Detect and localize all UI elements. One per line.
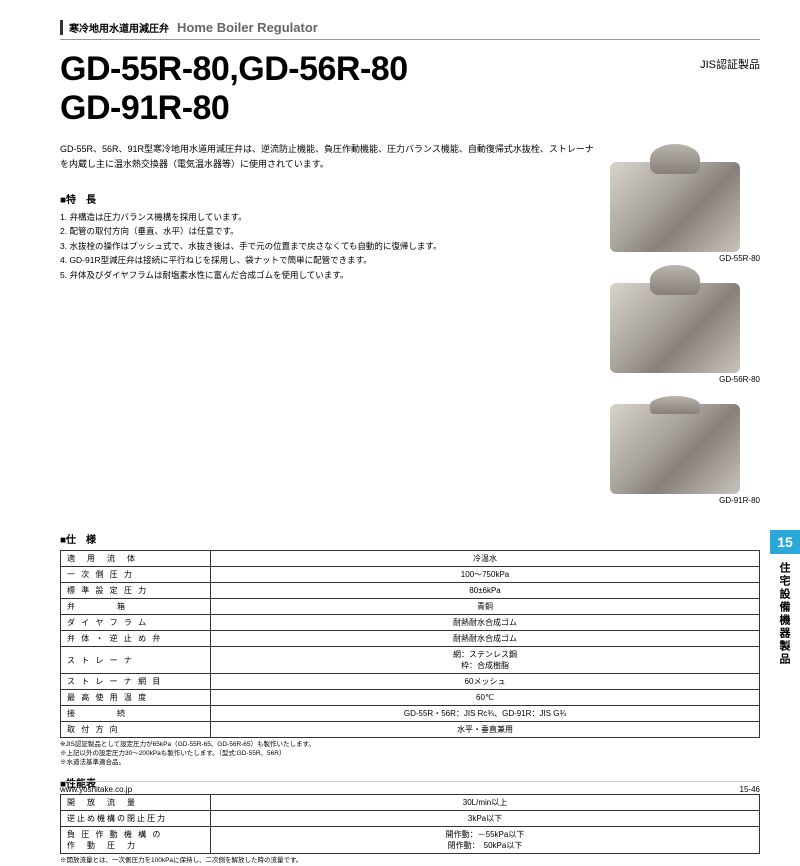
- table-row: 一 次 側 圧 力100～750kPa: [61, 567, 760, 583]
- product-label: GD-55R-80: [610, 254, 760, 263]
- spec-label: 最 高 使 用 温 度: [61, 690, 211, 706]
- spec-label: 標 準 設 定 圧 力: [61, 583, 211, 599]
- spec-notes: ※JIS認証製品として設定圧力が65kPa（GD-55R-65、GD-56R-6…: [60, 740, 760, 767]
- spec-label: 適 用 流 体: [61, 551, 211, 567]
- product-image: [610, 404, 740, 494]
- spec-label: 開 放 流 量: [61, 795, 211, 811]
- spec-value: 60メッシュ: [211, 674, 760, 690]
- category-en: Home Boiler Regulator: [177, 20, 318, 35]
- spec-table: 適 用 流 体冷温水一 次 側 圧 力100～750kPa標 準 設 定 圧 力…: [60, 550, 760, 738]
- table-row: 開 放 流 量30L/min以上: [61, 795, 760, 811]
- list-item: 5. 弁体及びダイヤフラムは耐塩素水性に富んだ合成ゴムを使用しています。: [60, 268, 598, 282]
- tab-number: 15: [770, 530, 800, 554]
- spec-heading: ■仕 様: [60, 531, 760, 546]
- intro-text: GD-55R、56R、91R型寒冷地用水道用減圧弁は、逆流防止機能、負圧作動機能…: [60, 142, 598, 173]
- side-tab: 15 住宅設備機器製品: [770, 530, 800, 674]
- table-row: 適 用 流 体冷温水: [61, 551, 760, 567]
- table-row: 負 圧 作 動 機 構 の作 動 圧 力開作動：－55kPa以下閉作動： 50k…: [61, 827, 760, 854]
- spec-value: 網：ステンレス鋼枠：合成樹脂: [211, 647, 760, 674]
- spec-label: 接 続: [61, 706, 211, 722]
- spec-label: ダ イ ヤ フ ラ ム: [61, 615, 211, 631]
- spec-value: 水平・垂直兼用: [211, 722, 760, 738]
- spec-value: 耐熱耐水合成ゴム: [211, 615, 760, 631]
- list-item: 3. 水抜栓の操作はプッシュ式で、水抜き後は、手で元の位置まで戻さなくても自動的…: [60, 239, 598, 253]
- spec-value: 冷温水: [211, 551, 760, 567]
- category-jp: 寒冷地用水道用減圧弁: [60, 20, 169, 35]
- tab-text: 住宅設備機器製品: [770, 554, 798, 674]
- table-row: 弁 箱青銅: [61, 599, 760, 615]
- spec-label: 取 付 方 向: [61, 722, 211, 738]
- list-item: ※水道法基準適合品。: [60, 758, 760, 767]
- spec-label: 負 圧 作 動 機 構 の作 動 圧 力: [61, 827, 211, 854]
- title-line2: GD-91R-80: [60, 89, 408, 128]
- table-row: 取 付 方 向水平・垂直兼用: [61, 722, 760, 738]
- product-title: GD-55R-80,GD-56R-80 GD-91R-80: [60, 50, 408, 128]
- perf-table: 開 放 流 量30L/min以上逆止め機構の閉止圧力3kPa以下負 圧 作 動 …: [60, 794, 760, 854]
- spec-value: 開作動：－55kPa以下閉作動： 50kPa以下: [211, 827, 760, 854]
- features-list: 1. 弁構造は圧力バランス機構を採用しています。2. 配管の取付方向（垂直、水平…: [60, 210, 598, 282]
- spec-value: 耐熱耐水合成ゴム: [211, 631, 760, 647]
- table-row: 弁 体 ・ 逆 止 め 弁耐熱耐水合成ゴム: [61, 631, 760, 647]
- spec-label: 弁 箱: [61, 599, 211, 615]
- list-item: ※JIS認証製品として設定圧力が65kPa（GD-55R-65、GD-56R-6…: [60, 740, 760, 749]
- spec-label: ス ト レ ー ナ 網 目: [61, 674, 211, 690]
- features-heading: ■特 長: [60, 191, 598, 206]
- spec-label: 一 次 側 圧 力: [61, 567, 211, 583]
- footer-url: www.yoshitake.co.jp: [60, 785, 132, 794]
- spec-label: 逆止め機構の閉止圧力: [61, 811, 211, 827]
- list-item: 1. 弁構造は圧力バランス機構を採用しています。: [60, 210, 598, 224]
- table-row: ス ト レ ー ナ網：ステンレス鋼枠：合成樹脂: [61, 647, 760, 674]
- title-line1: GD-55R-80,GD-56R-80: [60, 50, 408, 89]
- spec-value: 青銅: [211, 599, 760, 615]
- table-row: 接 続GD-55R・56R：JIS Rc¾、GD-91R：JIS G¾: [61, 706, 760, 722]
- table-row: 標 準 設 定 圧 力80±6kPa: [61, 583, 760, 599]
- spec-value: 100～750kPa: [211, 567, 760, 583]
- spec-value: 30L/min以上: [211, 795, 760, 811]
- list-item: 4. GD-91R型減圧弁は接続に平行ねじを採用し、袋ナットで簡単に配管できます…: [60, 253, 598, 267]
- product-image: [610, 162, 740, 252]
- spec-value: 60℃: [211, 690, 760, 706]
- jis-certification-label: JIS認証製品: [700, 56, 760, 72]
- list-item: 2. 配管の取付方向（垂直、水平）は任意です。: [60, 224, 598, 238]
- footer-page: 15-46: [740, 785, 760, 794]
- list-item: ※上記以外の設定圧力30～200kPaも製作いたします。（型式:GD-55R、5…: [60, 749, 760, 758]
- product-image: [610, 283, 740, 373]
- product-images-column: GD-55R-80 GD-56R-80 GD-91R-80: [610, 142, 760, 523]
- table-row: 最 高 使 用 温 度60℃: [61, 690, 760, 706]
- page-footer: www.yoshitake.co.jp 15-46: [60, 781, 760, 794]
- table-row: ダ イ ヤ フ ラ ム耐熱耐水合成ゴム: [61, 615, 760, 631]
- perf-note: ※開放流量とは、一次側圧力を100kPaに保持し、二次側を解放した時の流量です。: [60, 856, 760, 865]
- table-row: ス ト レ ー ナ 網 目60メッシュ: [61, 674, 760, 690]
- category-header: 寒冷地用水道用減圧弁 Home Boiler Regulator: [60, 20, 760, 40]
- spec-label: ス ト レ ー ナ: [61, 647, 211, 674]
- spec-value: 3kPa以下: [211, 811, 760, 827]
- table-row: 逆止め機構の閉止圧力3kPa以下: [61, 811, 760, 827]
- product-label: GD-56R-80: [610, 375, 760, 384]
- spec-value: 80±6kPa: [211, 583, 760, 599]
- spec-label: 弁 体 ・ 逆 止 め 弁: [61, 631, 211, 647]
- spec-value: GD-55R・56R：JIS Rc¾、GD-91R：JIS G¾: [211, 706, 760, 722]
- product-label: GD-91R-80: [610, 496, 760, 505]
